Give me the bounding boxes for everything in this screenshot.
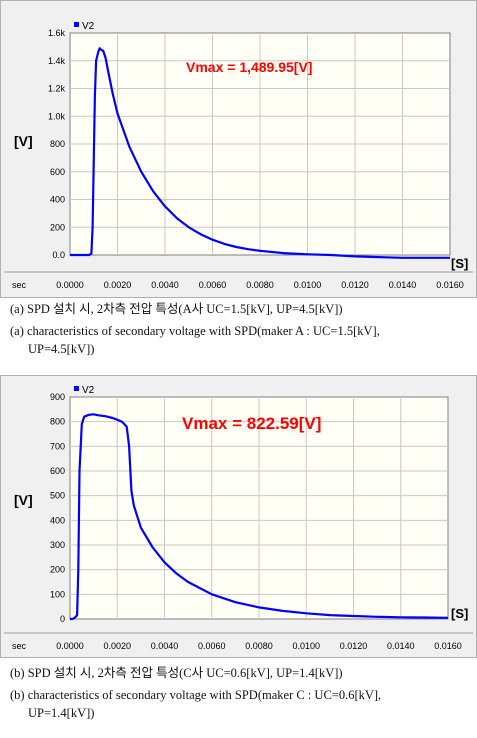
- y-tick-label: 100: [50, 589, 65, 599]
- y-tick-label: 200: [50, 222, 65, 232]
- x-tick-label: 0.0120: [341, 280, 369, 290]
- x-tick-label: 0.0100: [292, 641, 320, 651]
- legend-swatch: [74, 22, 79, 27]
- x-tick-label: 0.0080: [246, 280, 274, 290]
- y-axis-label: [V]: [14, 492, 33, 508]
- x-axis-unit-label: [S]: [451, 256, 468, 271]
- chart-panel-b: 900 800 700 600 500 400 300 200 100 0 0.0000 0.0020…: [0, 375, 477, 658]
- y-tick-label: 600: [50, 167, 65, 177]
- caption-a-korean: (a) SPD 설치 시, 2차측 전압 특성(A사 UC=1.5[kV], U…: [10, 302, 343, 316]
- x-tick-label: 0.0040: [151, 280, 179, 290]
- x-tick-label: 0.0060: [198, 641, 226, 651]
- x-axis-unit-label: [S]: [451, 606, 468, 621]
- y-tick-label: 1.6k: [48, 28, 66, 38]
- voltage-chart-b: 900 800 700 600 500 400 300 200 100 0 0.0000 0.0020…: [0, 375, 477, 658]
- y-tick-label: 300: [50, 540, 65, 550]
- y-tick-label: 900: [50, 392, 65, 402]
- caption-a-english-2: UP=4.5[kV]): [28, 342, 95, 356]
- x-axis-sec-label: sec: [12, 280, 27, 290]
- x-tick-label: 0.0020: [103, 641, 131, 651]
- caption-b-korean: (b) SPD 설치 시, 2차측 전압 특성(C사 UC=0.6[kV], U…: [10, 666, 343, 680]
- vmax-annotation: Vmax = 822.59[V]: [182, 414, 321, 433]
- legend-swatch: [74, 386, 79, 391]
- caption-b-english-2: UP=1.4[kV]): [28, 706, 95, 720]
- y-tick-label: 0: [60, 614, 65, 624]
- caption-b: (b) SPD 설치 시, 2차측 전압 특성(C사 UC=0.6[kV], U…: [10, 664, 470, 722]
- y-tick-label: 600: [50, 466, 65, 476]
- vmax-annotation: Vmax = 1,489.95[V]: [186, 59, 312, 75]
- x-tick-label: 0.0000: [56, 641, 84, 651]
- x-tick-label: 0.0120: [340, 641, 368, 651]
- y-tick-label: 400: [50, 195, 65, 205]
- caption-a: (a) SPD 설치 시, 2차측 전압 특성(A사 UC=1.5[kV], U…: [10, 300, 470, 358]
- x-tick-label: 0.0060: [199, 280, 227, 290]
- y-axis-label: [V]: [14, 133, 33, 149]
- y-tick-label: 700: [50, 441, 65, 451]
- legend-label: V2: [82, 385, 95, 396]
- series-line-v2: [70, 47, 450, 259]
- caption-a-english-1: (a) characteristics of secondary voltage…: [10, 324, 380, 338]
- series-line-v2: [70, 413, 449, 621]
- y-tick-label: 1.2k: [48, 84, 66, 94]
- x-tick-label: 0.0160: [436, 280, 464, 290]
- y-tick-label: 0.0: [52, 250, 65, 260]
- y-tick-label: 1.0k: [48, 111, 66, 121]
- x-tick-label: 0.0140: [387, 641, 415, 651]
- x-tick-label: 0.0020: [104, 280, 132, 290]
- y-tick-label: 1.4k: [48, 56, 66, 66]
- x-tick-label: 0.0080: [245, 641, 273, 651]
- y-tick-label: 200: [50, 565, 65, 575]
- x-axis-sec-label: sec: [12, 641, 27, 651]
- caption-b-english-1: (b) characteristics of secondary voltage…: [10, 688, 382, 702]
- x-tick-label: 0.0000: [56, 280, 84, 290]
- x-tick-label: 0.0100: [294, 280, 322, 290]
- chart-panel-a: 1.6k 1.4k 1.2k 1.0k 800 600 400 200 0.0 0.0000 0.0…: [0, 0, 477, 298]
- y-tick-label: 800: [50, 417, 65, 427]
- x-tick-label: 0.0160: [434, 641, 462, 651]
- legend-label: V2: [82, 21, 95, 32]
- voltage-chart-a: 1.6k 1.4k 1.2k 1.0k 800 600 400 200 0.0 0.0000 0.0…: [0, 0, 477, 298]
- y-tick-label: 400: [50, 515, 65, 525]
- x-tick-label: 0.0040: [151, 641, 179, 651]
- y-tick-label: 500: [50, 491, 65, 501]
- y-tick-label: 800: [50, 139, 65, 149]
- x-tick-label: 0.0140: [389, 280, 417, 290]
